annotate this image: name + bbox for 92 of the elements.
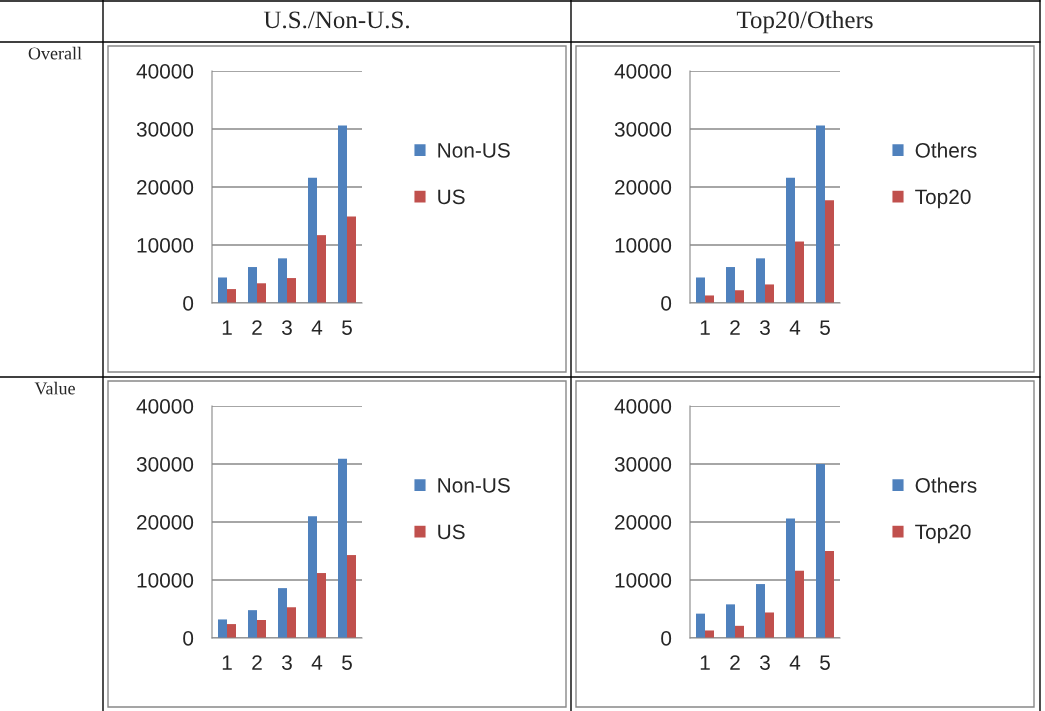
- legend-label: Others: [915, 142, 977, 158]
- text: Value: [34, 381, 75, 395]
- x-tick-label: 5: [342, 655, 352, 670]
- x-tick-label: 5: [820, 655, 830, 670]
- bar: [317, 235, 326, 303]
- y-tick-label: 20000: [615, 515, 672, 530]
- bar: [825, 551, 834, 638]
- legend-label: Others: [915, 477, 977, 493]
- bar: [248, 267, 257, 303]
- x-tick-label: 2: [730, 655, 740, 670]
- x-tick-label: 5: [342, 320, 352, 335]
- y-tick-label: 0: [183, 631, 194, 646]
- bar: [705, 295, 714, 303]
- x-tick-label: 3: [282, 655, 292, 670]
- y-tick-label: 30000: [614, 457, 672, 472]
- bar: [756, 584, 765, 638]
- x-tick-label: 2: [730, 320, 740, 335]
- bar: [726, 604, 735, 638]
- bar: [308, 177, 317, 303]
- x-tick-label: 5: [820, 320, 830, 335]
- text: Overall: [28, 46, 82, 60]
- bar: [696, 277, 705, 303]
- bar: [338, 458, 347, 638]
- x-tick-label: 1: [700, 655, 710, 670]
- bar: [257, 620, 266, 638]
- x-tick-label: 2: [252, 655, 262, 670]
- y-tick-label: 30000: [136, 457, 194, 472]
- y-tick-label: 10000: [137, 238, 194, 253]
- y-tick-label: 0: [183, 296, 194, 311]
- bar: [227, 289, 236, 303]
- bar: [287, 607, 296, 638]
- bar: [765, 284, 774, 303]
- y-tick-label: 20000: [615, 180, 672, 195]
- bar: [218, 619, 227, 638]
- bar: [227, 624, 236, 638]
- bar: [786, 177, 795, 303]
- legend-label: Non-US: [438, 142, 510, 158]
- bar: [248, 610, 257, 638]
- y-tick-label: 0: [661, 296, 672, 311]
- bar: [705, 630, 714, 638]
- y-tick-label: 30000: [136, 122, 194, 137]
- bar: [696, 613, 705, 638]
- bar: [347, 555, 356, 638]
- x-tick-label: 3: [760, 320, 770, 335]
- bar: [338, 125, 347, 303]
- bar: [816, 125, 825, 303]
- y-tick-label: 20000: [137, 515, 194, 530]
- y-tick-label: 40000: [136, 399, 194, 414]
- bar: [795, 241, 804, 303]
- bar: [825, 200, 834, 303]
- bar: [287, 278, 296, 303]
- legend-label: Top20: [915, 524, 971, 544]
- legend-label: US: [438, 189, 465, 205]
- bar: [317, 573, 326, 638]
- y-tick-label: 40000: [614, 64, 672, 79]
- x-tick-label: 1: [700, 320, 710, 335]
- y-tick-label: 30000: [614, 122, 672, 137]
- legend-label: Non-US: [438, 477, 510, 493]
- x-tick-label: 1: [222, 320, 232, 335]
- y-tick-label: 10000: [615, 573, 672, 588]
- bar: [347, 216, 356, 303]
- bar: [735, 290, 744, 303]
- chart-title: U.S./Non-U.S.: [263, 11, 409, 29]
- bar: [795, 570, 804, 638]
- bar: [257, 283, 266, 303]
- y-tick-label: 10000: [137, 573, 194, 588]
- x-tick-label: 3: [760, 655, 770, 670]
- bar: [735, 625, 744, 638]
- x-tick-label: 4: [311, 655, 323, 670]
- bar: [278, 588, 287, 638]
- x-tick-label: 3: [282, 320, 292, 335]
- y-tick-label: 40000: [614, 399, 672, 414]
- legend-label: US: [438, 524, 465, 540]
- bar: [726, 267, 735, 303]
- x-tick-label: 4: [789, 655, 801, 670]
- x-tick-label: 2: [252, 320, 262, 335]
- bar: [765, 612, 774, 638]
- bar: [218, 277, 227, 303]
- legend-label: Top20: [915, 189, 971, 209]
- bar: [816, 464, 825, 638]
- x-tick-label: 4: [789, 320, 801, 335]
- y-tick-label: 10000: [615, 238, 672, 253]
- y-tick-label: 40000: [136, 64, 194, 79]
- y-tick-label: 0: [661, 631, 672, 646]
- x-tick-label: 1: [222, 655, 232, 670]
- x-tick-label: 4: [311, 320, 323, 335]
- bar: [756, 258, 765, 303]
- bar: [786, 518, 795, 638]
- bar: [308, 516, 317, 638]
- chart-title: Top20/Others: [736, 10, 873, 34]
- y-tick-label: 20000: [137, 180, 194, 195]
- bar: [278, 258, 287, 303]
